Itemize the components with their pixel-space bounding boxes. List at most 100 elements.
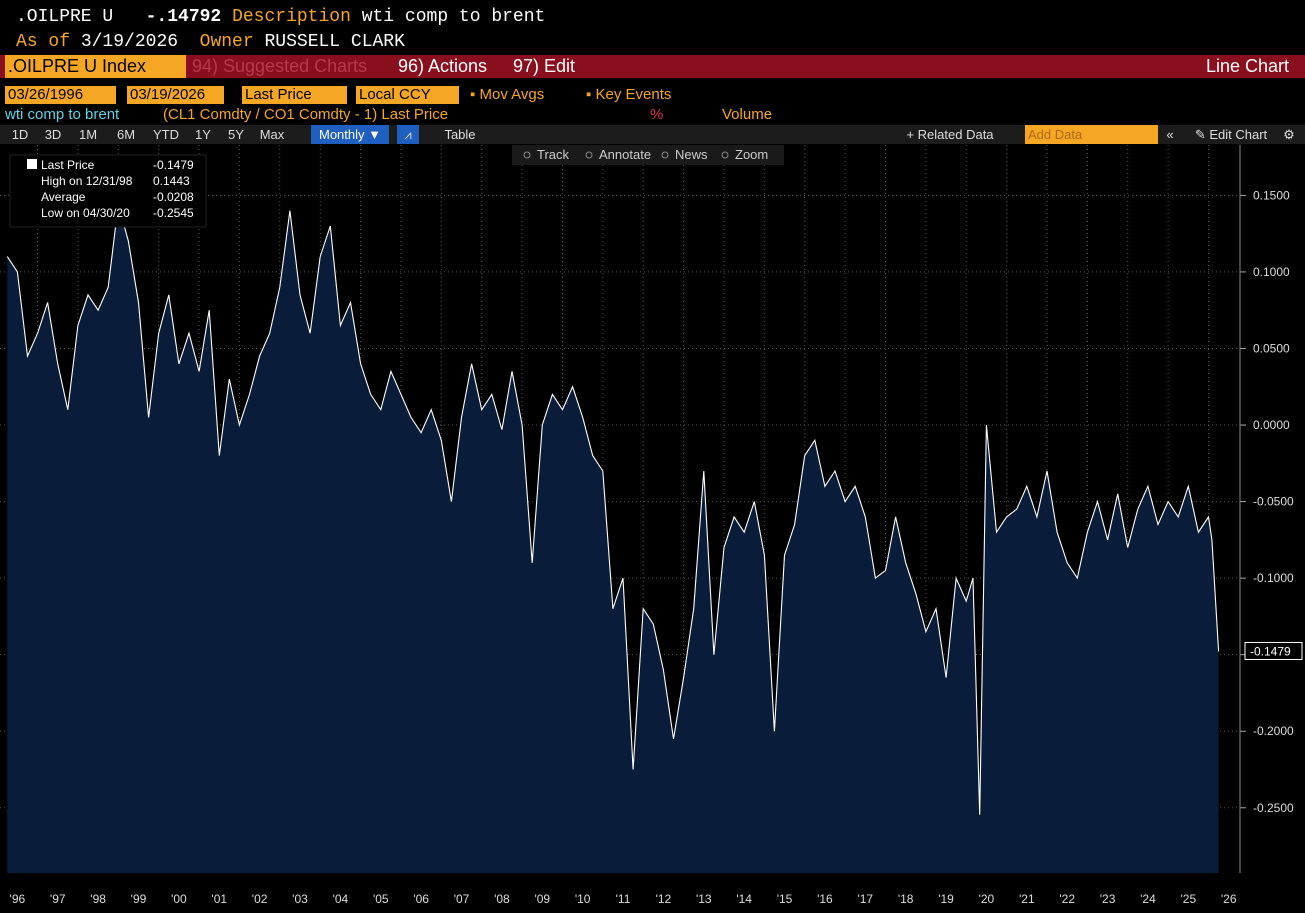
period-button[interactable]: 5Y — [228, 127, 244, 142]
price: -.14792 — [145, 7, 222, 27]
tool-button[interactable]: Track — [537, 147, 570, 162]
x-tick-label: '18 — [898, 892, 914, 906]
view-label: Line Chart — [1205, 56, 1289, 76]
period-button[interactable]: 6M — [116, 127, 136, 142]
y-tick-label: 0.0500 — [1253, 341, 1290, 355]
x-tick-label: '03 — [292, 892, 308, 906]
stats-box: Last Price -0.1479 High on 12/31/98 0.1443 A… — [9, 154, 207, 228]
chart-tools: Track Annotate News Zoom — [512, 145, 784, 165]
stat-value: -0.2545 — [153, 206, 194, 220]
tool-icon — [585, 151, 593, 159]
label: As of — [16, 32, 71, 52]
tool-button[interactable]: Annotate — [599, 147, 651, 162]
x-tick-label: '17 — [857, 892, 873, 906]
stat-label: Average — [41, 190, 86, 204]
x-tick-label: '24 — [1140, 892, 1156, 906]
x-tick-label: '08 — [494, 892, 510, 906]
x-tick-label: '07 — [454, 892, 470, 906]
stat-label: Last Price — [41, 158, 95, 172]
as-of: 3/19/2026 — [80, 32, 179, 52]
key-events[interactable]: ▪ Key Events — [586, 86, 672, 103]
toolbar: .OILPRE U Index 94) Suggested Charts 96)… — [0, 55, 1305, 78]
suggested-button[interactable]: 94) Suggested Charts — [192, 56, 368, 76]
add-data[interactable]: Add Data — [1025, 125, 1158, 144]
x-tick-label: '22 — [1059, 892, 1075, 906]
x-tick-label: '02 — [252, 892, 268, 906]
header-line: .OILPRE U -.14792 Description wti comp t… — [16, 7, 545, 27]
x-tick-label: '14 — [736, 892, 752, 906]
x-tick-label: '98 — [90, 892, 106, 906]
unit: % — [650, 106, 664, 123]
x-tick-label: '01 — [211, 892, 227, 906]
header-line: As of 3/19/2026 Owner RUSSELL CLARK — [16, 32, 405, 52]
stat-label: Low on 04/30/20 — [41, 206, 130, 220]
stat-value: -0.0208 — [153, 190, 194, 204]
table-button[interactable]: Table — [444, 127, 476, 142]
series-name: wti comp to brent — [5, 106, 120, 123]
edit-button[interactable]: 97) Edit — [513, 56, 576, 76]
frequency[interactable]: Monthly ▼ — [311, 125, 389, 144]
end-date[interactable]: 03/19/2026 — [127, 86, 224, 104]
label: Key Events — [595, 86, 672, 103]
period-button[interactable]: YTD — [153, 127, 179, 142]
security-field[interactable]: .OILPRE U Index — [5, 55, 186, 78]
tool-icon — [661, 151, 669, 159]
x-tick-label: '25 — [1180, 892, 1196, 906]
period-button[interactable]: 1Y — [195, 127, 211, 142]
x-tick-label: '00 — [171, 892, 187, 906]
line — [6, 203, 1220, 815]
x-tick-label: '23 — [1100, 892, 1116, 906]
formula: (CL1 Comdty / CO1 Comdty - 1) Last Price — [163, 106, 449, 123]
collapse[interactable]: « — [1166, 127, 1174, 142]
last-price-label: -0.1479 — [1250, 644, 1291, 658]
last-price-tag — [1244, 641, 1303, 660]
related-button[interactable]: + Related Data — [906, 127, 994, 142]
ticker: .OILPRE U — [16, 7, 114, 27]
x-tick-label: '16 — [817, 892, 833, 906]
period-button[interactable]: 1D — [11, 127, 29, 142]
stat-value: 0.1443 — [153, 174, 190, 188]
y-tick-label: 0.1500 — [1253, 188, 1290, 202]
x-tick-label: '96 — [10, 892, 26, 906]
label: Monthly — [318, 127, 365, 142]
label: Mov Avgs — [479, 86, 545, 103]
controls: 03/26/1996 03/19/2026 Last Price Local C… — [0, 86, 1305, 106]
x-tick-label: '09 — [534, 892, 550, 906]
actions-button[interactable]: 96) Actions — [398, 56, 488, 76]
label: Edit Chart — [1209, 127, 1268, 142]
x-tick-label: '11 — [616, 892, 631, 906]
label: Description — [232, 7, 351, 27]
period-button[interactable]: 3D — [44, 127, 62, 142]
legend-row: wti comp to brent (CL1 Comdty / CO1 Comd… — [0, 106, 1305, 124]
settings[interactable]: ⚙ — [1283, 127, 1295, 142]
legend-swatch — [27, 159, 37, 169]
period-bar: Monthly ▼ ⩘ Table + Related Data Add Dat… — [0, 125, 1305, 144]
mov-avgs[interactable]: ▪ Mov Avgs — [470, 86, 545, 103]
label: Owner — [199, 32, 254, 52]
start-date[interactable]: 03/26/1996 — [5, 86, 116, 104]
tool-button[interactable]: Zoom — [735, 147, 768, 162]
tool-button[interactable]: News — [675, 147, 708, 162]
description: wti comp to brent — [361, 7, 546, 27]
period-button[interactable]: 1M — [78, 127, 98, 142]
currency-select[interactable]: Local CCY — [356, 86, 459, 104]
tool-icon — [523, 151, 531, 159]
field-select[interactable]: Last Price — [242, 86, 347, 104]
owner: RUSSELL CLARK — [264, 32, 405, 52]
x-tick-label: '15 — [777, 892, 793, 906]
volume: Volume — [722, 106, 773, 123]
chart-icon[interactable]: ⩘ — [397, 125, 419, 144]
y-tick-label: -0.2000 — [1253, 724, 1294, 738]
y-tick-label: -0.0500 — [1253, 495, 1294, 509]
edit-chart[interactable]: ✎ Edit Chart — [1194, 127, 1268, 142]
x-tick-label: '19 — [938, 892, 954, 906]
stats-bg — [9, 154, 207, 228]
x-tick-label: '20 — [979, 892, 995, 906]
x-tick-label: '13 — [696, 892, 712, 906]
stat-value: -0.1479 — [153, 158, 194, 172]
chart: 0.1500 0.1000 0.0500 0.0000 -0.0500 -0.1000 -0… — [0, 145, 1303, 906]
period-button[interactable]: Max — [259, 127, 285, 142]
x-tick-label: '04 — [333, 892, 349, 906]
x-tick-label: '97 — [50, 892, 66, 906]
